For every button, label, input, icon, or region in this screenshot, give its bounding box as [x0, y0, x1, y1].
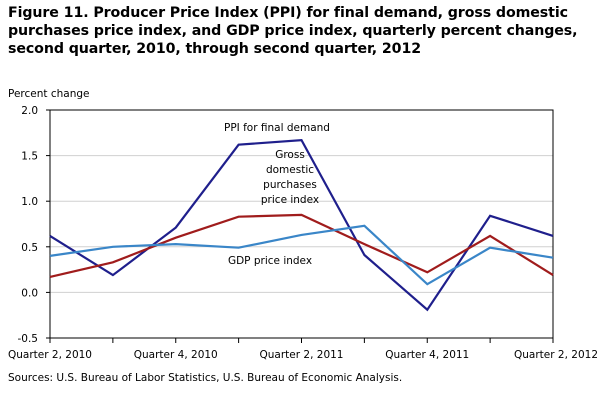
y-axis-label: Percent change — [8, 88, 90, 100]
y-tick-label: 0.0 — [21, 287, 38, 299]
x-tick-label: Quarter 2, 2011 — [260, 349, 344, 361]
y-tick-label: 1.0 — [21, 196, 38, 208]
x-tick-label: Quarter 2, 2010 — [8, 349, 92, 361]
series-label-gross-line: price index — [261, 194, 319, 206]
series-label-gross-line: domestic — [266, 164, 314, 176]
y-tick-label: 2.0 — [21, 105, 38, 117]
source-note: Sources: U.S. Bureau of Labor Statistics… — [8, 372, 403, 384]
y-tick-label: -0.5 — [18, 333, 39, 345]
chart-title: Figure 11. Producer Price Index (PPI) fo… — [8, 5, 578, 57]
y-tick-label: 1.5 — [21, 151, 38, 163]
y-tick-label: 0.5 — [21, 242, 38, 254]
series-label-ppi: PPI for final demand — [224, 122, 330, 134]
series-line-1 — [49, 213, 554, 278]
series-line-2 — [49, 224, 554, 286]
x-tick-label: Quarter 4, 2010 — [134, 349, 218, 361]
x-tick-label: Quarter 2, 2012 — [514, 349, 598, 361]
plot-frame — [49, 109, 554, 339]
series-label-gdp: GDP price index — [228, 255, 312, 267]
series-label-gross-line: Gross — [275, 149, 305, 161]
x-tick-label: Quarter 4, 2011 — [385, 349, 469, 361]
series-label-gross-line: purchases — [263, 179, 317, 191]
